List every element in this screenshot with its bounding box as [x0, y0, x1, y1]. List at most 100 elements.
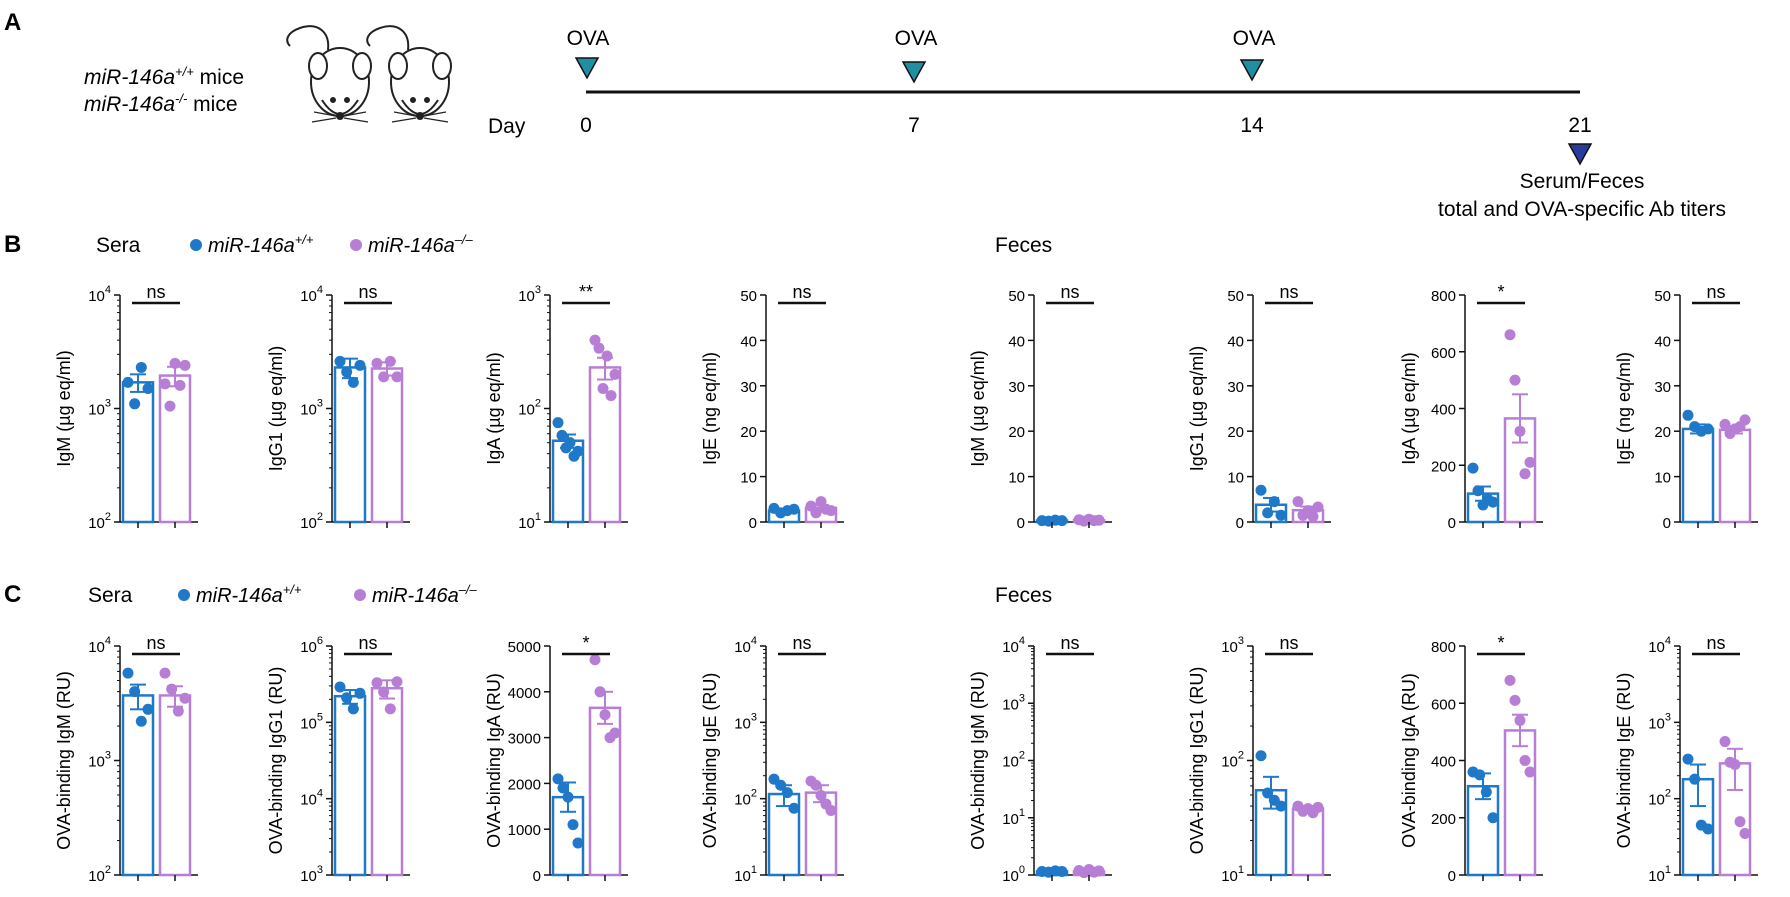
- data-point-ko: [601, 350, 613, 362]
- data-point-wt: [1255, 484, 1267, 496]
- significance-label: ns: [146, 633, 165, 653]
- data-point-wt: [1487, 496, 1499, 508]
- data-point-wt: [567, 819, 579, 831]
- chart-b-3: 101 102 103 IgA (µg eq/ml) **: [484, 282, 628, 532]
- data-point-ko: [1739, 414, 1751, 426]
- data-point-ko: [1719, 418, 1731, 430]
- data-point-wt: [347, 703, 359, 715]
- data-point-ko: [1509, 694, 1521, 706]
- data-point-ko: [1504, 674, 1516, 686]
- y-tick-label: 102: [1221, 750, 1244, 771]
- y-tick-label: 400: [1431, 402, 1456, 419]
- y-tick-label: 102: [88, 864, 111, 885]
- data-point-wt: [1262, 787, 1274, 799]
- significance-label: ns: [358, 282, 377, 302]
- y-axis-label: IgA (µg eq/ml): [484, 352, 504, 464]
- legend-marker-wt: [190, 239, 202, 251]
- mice-labels: miR-146a+/+ mice miR-146a-/- mice: [84, 64, 244, 116]
- data-point-wt: [135, 715, 147, 727]
- y-tick-label: 30: [740, 379, 757, 396]
- y-axis-label: OVA-binding IgA (RU): [484, 673, 504, 848]
- data-point-ko: [597, 383, 609, 395]
- bar-wt: [333, 694, 367, 877]
- data-point-ko: [1312, 501, 1324, 513]
- data-point-ko: [1504, 329, 1516, 341]
- data-point-wt: [572, 445, 584, 457]
- data-point-ko: [159, 378, 171, 390]
- data-point-ko: [594, 686, 606, 698]
- y-axis-label: IgM (µg eq/ml): [54, 350, 74, 466]
- data-point-ko: [599, 709, 611, 721]
- data-point-wt: [129, 686, 141, 698]
- y-tick-label: 30: [1654, 379, 1671, 396]
- data-point-ko: [174, 379, 186, 391]
- bar-ko: [1503, 729, 1537, 877]
- y-axis-label: OVA-binding IgM (RU): [968, 671, 988, 850]
- data-point-wt: [788, 802, 800, 814]
- bar-wt: [1681, 427, 1715, 524]
- data-point-wt: [1682, 409, 1694, 421]
- data-point-ko: [391, 676, 403, 688]
- data-point-wt: [1702, 423, 1714, 435]
- significance-label: ns: [146, 282, 165, 302]
- y-tick-label: 101: [734, 864, 757, 885]
- y-axis-label: OVA-binding IgG1 (RU): [266, 667, 286, 855]
- y-tick-label: 40: [1227, 333, 1244, 350]
- data-point-ko: [1514, 425, 1526, 437]
- significance-label: ns: [1060, 633, 1079, 653]
- legend-label-ko: miR-146a–/–: [368, 232, 474, 257]
- significance-label: *: [1497, 282, 1504, 302]
- y-axis-label: OVA-binding IgE (RU): [1614, 673, 1634, 849]
- chart-b-7: 0 200 400 600 800 IgA (µg eq/ml) *: [1399, 282, 1543, 532]
- y-tick-label: 40: [1654, 333, 1671, 350]
- data-point-wt: [1056, 866, 1068, 878]
- significance-label: *: [582, 633, 589, 653]
- row-c-sera-label: Sera: [88, 584, 133, 607]
- y-tick-label: 20: [1654, 424, 1671, 441]
- data-point-ko: [593, 342, 605, 354]
- data-point-wt: [354, 359, 366, 371]
- bar-ko: [1718, 428, 1752, 524]
- data-point-ko: [371, 357, 383, 369]
- y-tick-label: 20: [1008, 424, 1025, 441]
- data-point-wt: [135, 361, 147, 373]
- panel-letter-a: A: [4, 9, 21, 36]
- y-tick-label: 102: [88, 511, 111, 532]
- data-point-ko: [1093, 514, 1105, 526]
- y-tick-label: 10: [1008, 470, 1025, 487]
- ova-label-day14: OVA: [1233, 27, 1276, 50]
- y-tick-label: 1000: [508, 822, 541, 839]
- data-point-wt: [1472, 485, 1484, 497]
- panel-letter-c: C: [4, 581, 21, 608]
- data-point-ko: [159, 667, 171, 679]
- y-tick-label: 600: [1431, 345, 1456, 362]
- y-axis-label: OVA-binding IgE (RU): [700, 673, 720, 849]
- y-axis-label: OVA-binding IgG1 (RU): [1187, 667, 1207, 855]
- significance-label: ns: [1279, 633, 1298, 653]
- y-tick-label: 102: [300, 511, 323, 532]
- y-tick-label: 103: [1002, 692, 1025, 713]
- y-tick-label: 30: [1227, 379, 1244, 396]
- legend-label-wt: miR-146a+/+: [208, 232, 314, 257]
- data-point-wt: [572, 837, 584, 849]
- day-7-label: 7: [908, 114, 920, 137]
- y-tick-label: 50: [1654, 288, 1671, 305]
- y-tick-label: 600: [1431, 696, 1456, 713]
- y-tick-label: 102: [1648, 788, 1671, 809]
- chart-c-5: 100 101 102 103 104 OVA-binding IgM (RU) ns: [968, 633, 1112, 885]
- mouse-illustration-1: [286, 25, 372, 123]
- y-tick-label: 2000: [508, 776, 541, 793]
- y-axis-label: IgA (µg eq/ml): [1399, 352, 1419, 464]
- y-tick-label: 102: [734, 788, 757, 809]
- mouse-illustration-2: [366, 25, 452, 123]
- data-point-ko: [378, 686, 390, 698]
- significance-label: ns: [358, 633, 377, 653]
- legend-marker-ko: [350, 239, 362, 251]
- y-tick-label: 105: [300, 711, 323, 732]
- significance-label: ns: [792, 282, 811, 302]
- chart-c-2: 103 104 105 106 OVA-binding IgG1 (RU) ns: [266, 633, 410, 885]
- y-tick-label: 103: [734, 711, 757, 732]
- y-tick-label: 103: [300, 864, 323, 885]
- data-point-ko: [384, 703, 396, 715]
